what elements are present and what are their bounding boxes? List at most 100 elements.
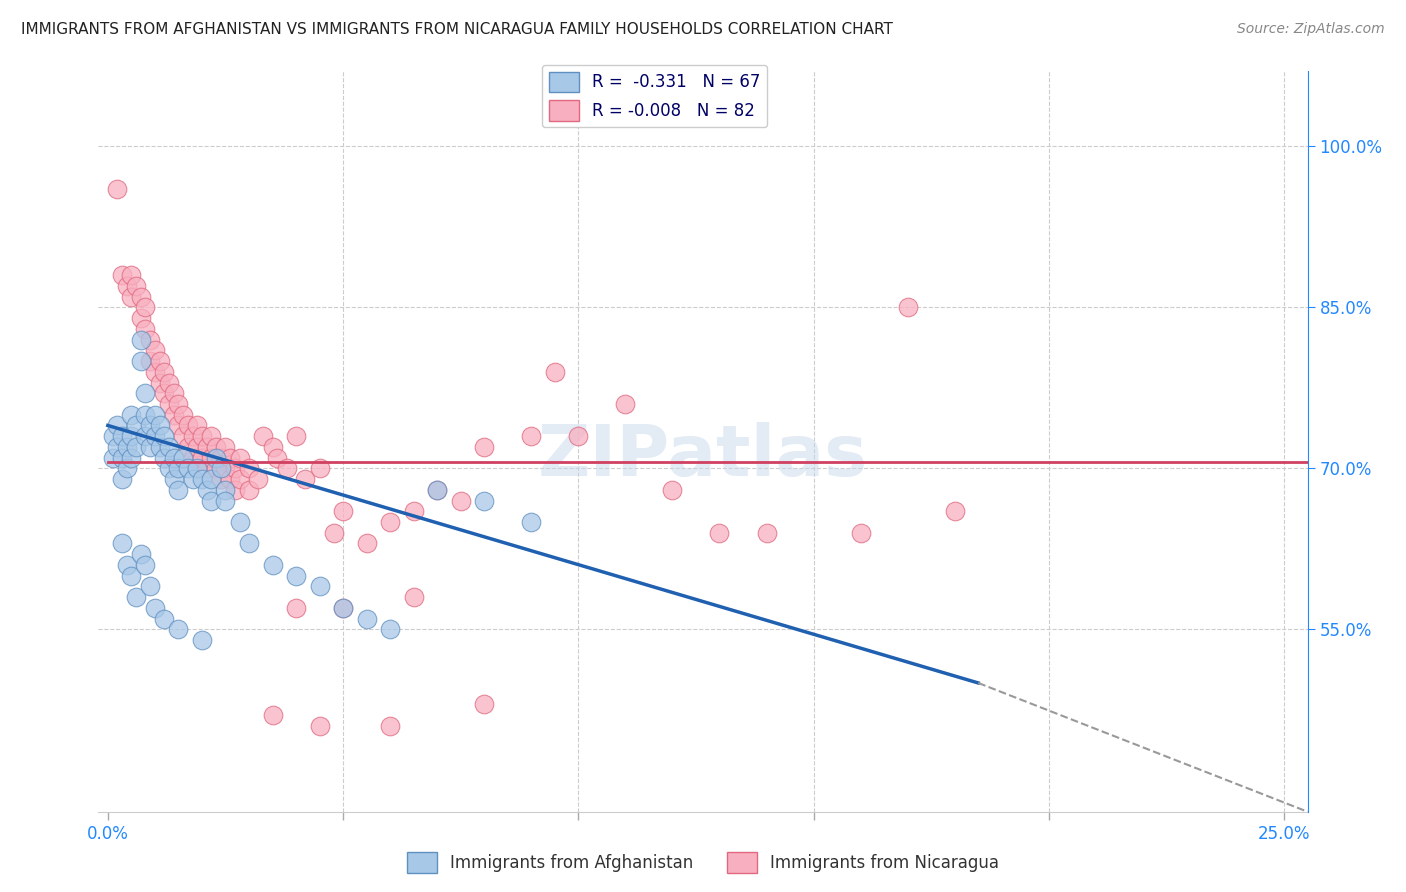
Point: [163, 450, 186, 465]
Point: [111, 268, 134, 283]
Point: [149, 354, 172, 368]
Point: [472, 440, 495, 454]
Point: [332, 600, 354, 615]
Point: [115, 440, 138, 454]
Point: [120, 450, 142, 465]
Text: IMMIGRANTS FROM AFGHANISTAN VS IMMIGRANTS FROM NICARAGUA FAMILY HOUSEHOLDS CORRE: IMMIGRANTS FROM AFGHANISTAN VS IMMIGRANT…: [21, 22, 893, 37]
Point: [125, 279, 148, 293]
Point: [200, 472, 222, 486]
Point: [195, 483, 218, 497]
Point: [120, 568, 142, 582]
Point: [134, 322, 156, 336]
Point: [129, 311, 152, 326]
Point: [322, 525, 344, 540]
Point: [139, 579, 162, 593]
Point: [111, 450, 134, 465]
Point: [238, 483, 260, 497]
Point: [181, 450, 204, 465]
Point: [115, 461, 138, 475]
Point: [163, 408, 186, 422]
Point: [120, 408, 142, 422]
Point: [129, 290, 152, 304]
Point: [172, 429, 194, 443]
Point: [111, 536, 134, 550]
Point: [224, 483, 246, 497]
Point: [167, 397, 190, 411]
Point: [214, 493, 236, 508]
Point: [111, 472, 134, 486]
Point: [186, 461, 208, 475]
Point: [105, 182, 128, 196]
Point: [115, 279, 138, 293]
Point: [129, 547, 152, 561]
Point: [308, 719, 330, 733]
Point: [143, 408, 166, 422]
Point: [247, 472, 270, 486]
Point: [125, 590, 148, 604]
Point: [153, 386, 176, 401]
Point: [262, 558, 284, 572]
Point: [214, 483, 236, 497]
Point: [181, 472, 204, 486]
Point: [101, 450, 124, 465]
Point: [157, 397, 180, 411]
Point: [157, 376, 180, 390]
Point: [285, 568, 308, 582]
Point: [191, 450, 214, 465]
Point: [262, 440, 284, 454]
Point: [143, 600, 166, 615]
Point: [125, 440, 148, 454]
Point: [139, 418, 162, 433]
Point: [426, 483, 449, 497]
Point: [238, 461, 260, 475]
Point: [172, 408, 194, 422]
Point: [224, 461, 246, 475]
Point: [143, 365, 166, 379]
Point: [163, 386, 186, 401]
Point: [332, 600, 354, 615]
Point: [134, 301, 156, 315]
Point: [177, 440, 200, 454]
Point: [129, 333, 152, 347]
Point: [356, 536, 378, 550]
Point: [195, 461, 218, 475]
Point: [205, 440, 228, 454]
Point: [163, 472, 186, 486]
Point: [143, 429, 166, 443]
Point: [402, 590, 425, 604]
Point: [402, 504, 425, 518]
Point: [157, 461, 180, 475]
Point: [308, 461, 330, 475]
Point: [181, 429, 204, 443]
Point: [209, 450, 232, 465]
Point: [520, 429, 543, 443]
Point: [472, 698, 495, 712]
Point: [285, 600, 308, 615]
Point: [120, 268, 142, 283]
Point: [294, 472, 316, 486]
Point: [472, 493, 495, 508]
Point: [661, 483, 683, 497]
Point: [228, 450, 250, 465]
Point: [252, 429, 274, 443]
Point: [426, 483, 449, 497]
Point: [115, 558, 138, 572]
Point: [186, 440, 208, 454]
Point: [149, 376, 172, 390]
Point: [177, 461, 200, 475]
Point: [129, 354, 152, 368]
Point: [200, 429, 222, 443]
Point: [153, 429, 176, 443]
Point: [214, 461, 236, 475]
Point: [149, 440, 172, 454]
Point: [191, 633, 214, 648]
Point: [125, 418, 148, 433]
Point: [195, 440, 218, 454]
Point: [356, 611, 378, 625]
Point: [205, 461, 228, 475]
Point: [105, 440, 128, 454]
Point: [285, 429, 308, 443]
Point: [143, 343, 166, 358]
Point: [219, 472, 242, 486]
Point: [111, 429, 134, 443]
